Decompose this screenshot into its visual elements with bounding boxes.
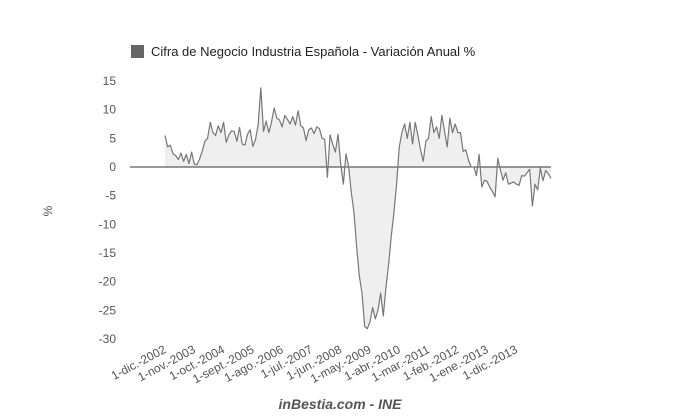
legend: Cifra de Negocio Industria Española - Va… [131, 44, 476, 59]
series-area [165, 87, 551, 329]
legend-swatch [131, 45, 144, 58]
y-tick-label: 0 [109, 160, 116, 174]
y-axis-ticks: 15 10 5 0 -5 -10 -15 -20 -25 -30 [99, 74, 117, 346]
y-tick-label: 10 [103, 103, 117, 117]
y-tick-label: -5 [105, 189, 116, 203]
y-tick-label: -15 [99, 246, 117, 260]
y-tick-label: -20 [99, 275, 117, 289]
y-tick-label: -30 [99, 332, 117, 346]
y-tick-label: 5 [109, 131, 116, 145]
legend-label: Cifra de Negocio Industria Española - Va… [151, 44, 476, 59]
series-line [164, 87, 552, 330]
x-axis-ticks: 1-dic.-20021-nov.-20031-oct.-20041-sept.… [109, 342, 520, 386]
y-tick-label: 15 [103, 74, 117, 88]
y-tick-label: -25 [99, 303, 117, 317]
credit-text: inBestia.com - INE [279, 396, 403, 412]
y-axis-label: % [41, 205, 55, 216]
plot-area [130, 87, 552, 330]
y-tick-label: -10 [99, 217, 117, 231]
